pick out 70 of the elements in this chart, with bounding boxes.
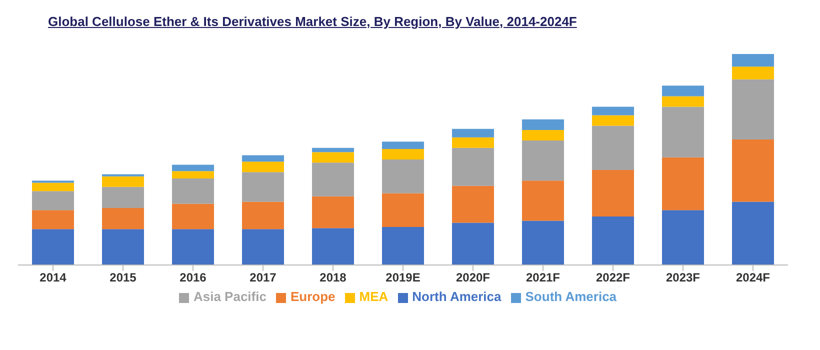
bar bbox=[172, 171, 214, 178]
legend-label: MEA bbox=[359, 289, 388, 304]
x-tick-label: 2014 bbox=[40, 270, 67, 285]
legend-label: North America bbox=[412, 289, 502, 304]
bar bbox=[452, 128, 494, 138]
x-tick-label: 2023F bbox=[666, 270, 700, 285]
bar bbox=[732, 66, 774, 80]
bar bbox=[662, 210, 704, 265]
bar bbox=[592, 216, 634, 265]
x-tick-label: 2018 bbox=[320, 270, 347, 285]
bar bbox=[382, 193, 424, 228]
bar bbox=[312, 228, 354, 265]
legend-label: Asia Pacific bbox=[193, 289, 266, 304]
bar bbox=[172, 178, 214, 204]
bar bbox=[522, 130, 564, 141]
bar bbox=[102, 208, 144, 230]
bar bbox=[382, 148, 424, 160]
bar bbox=[102, 176, 144, 187]
bar bbox=[382, 142, 424, 149]
chart-title: Global Cellulose Ether & Its Derivatives Market Size, By Region, By Value, 2014-2024F bbox=[47, 13, 578, 31]
bar bbox=[242, 172, 284, 202]
bar bbox=[732, 79, 774, 140]
x-tick-label: 2020F bbox=[456, 270, 490, 285]
bar bbox=[662, 86, 704, 96]
bar bbox=[452, 137, 494, 148]
bar bbox=[592, 115, 634, 126]
bar bbox=[32, 191, 74, 210]
x-tick-label: 2024F bbox=[736, 270, 770, 285]
bar bbox=[32, 182, 74, 192]
bar bbox=[452, 148, 494, 186]
bar bbox=[312, 148, 354, 152]
x-tick-label: 2015 bbox=[110, 270, 137, 285]
bar bbox=[172, 204, 214, 230]
x-tick-label: 2017 bbox=[250, 270, 277, 285]
bar bbox=[522, 140, 564, 181]
bar bbox=[102, 186, 144, 208]
bar bbox=[32, 229, 74, 265]
bar bbox=[662, 157, 704, 210]
bar bbox=[382, 227, 424, 265]
bar bbox=[732, 202, 774, 265]
bar bbox=[312, 162, 354, 196]
bar bbox=[592, 126, 634, 170]
bar bbox=[592, 106, 634, 116]
legend-label: Europe bbox=[290, 289, 336, 304]
bar bbox=[242, 229, 284, 265]
bar bbox=[732, 54, 774, 67]
bar bbox=[172, 229, 214, 265]
bar bbox=[452, 186, 494, 223]
bar bbox=[102, 229, 144, 265]
bar bbox=[522, 119, 564, 130]
x-tick-label: 2016 bbox=[180, 270, 207, 285]
bar bbox=[242, 155, 284, 162]
bar bbox=[522, 180, 564, 221]
x-tick-label: 2019E bbox=[386, 270, 420, 285]
bar bbox=[32, 210, 74, 230]
bar bbox=[382, 160, 424, 194]
bar bbox=[522, 220, 564, 265]
x-tick-label: 2022F bbox=[596, 270, 630, 285]
bar bbox=[312, 152, 354, 163]
bar bbox=[312, 196, 354, 228]
bar bbox=[242, 162, 284, 172]
bar bbox=[662, 106, 704, 158]
x-tick-label: 2021F bbox=[526, 270, 560, 285]
bar bbox=[732, 139, 774, 202]
bar bbox=[592, 170, 634, 216]
bar bbox=[452, 222, 494, 265]
legend-label: South America bbox=[525, 289, 617, 304]
bar bbox=[242, 202, 284, 230]
bar bbox=[662, 96, 704, 107]
bar bbox=[172, 164, 214, 172]
